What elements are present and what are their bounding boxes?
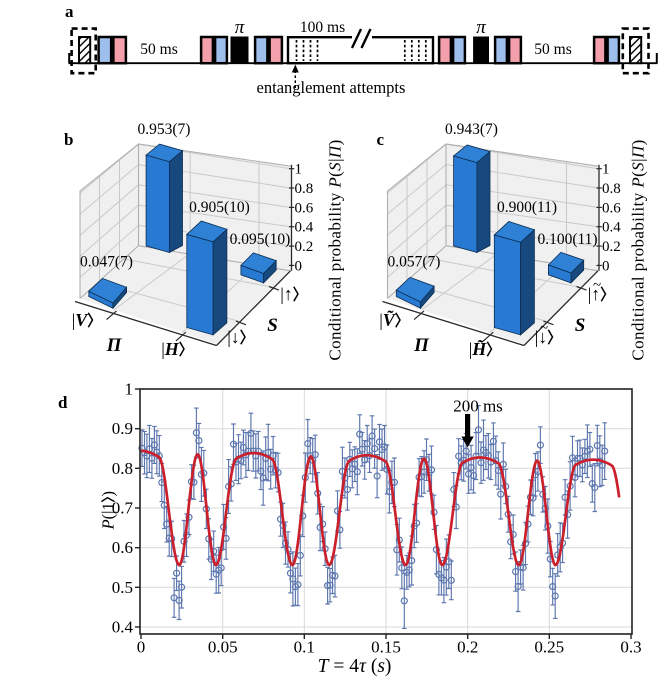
svg-text:0.8: 0.8 [602,181,621,197]
svg-text:0.2: 0.2 [295,239,314,255]
svg-text:Conditional probability P(S|Π): Conditional probability P(S|Π) [629,139,648,360]
svg-text:0.905(10): 0.905(10) [189,199,250,216]
svg-text:a: a [65,2,74,21]
svg-text:entanglement attempts: entanglement attempts [257,78,406,97]
svg-text:0: 0 [137,638,146,657]
svg-text:S: S [575,315,586,336]
svg-text:0.4: 0.4 [295,220,314,236]
svg-text:0.2: 0.2 [602,239,621,255]
svg-text:0.1: 0.1 [294,638,315,657]
svg-text:1: 1 [602,162,610,178]
svg-text:d: d [58,393,68,412]
svg-text:0.943(7): 0.943(7) [445,121,498,138]
svg-text:Π: Π [106,335,123,356]
svg-text:π: π [235,17,245,38]
svg-text:0.15: 0.15 [371,638,401,657]
svg-text:|↑: |↑ [280,284,293,304]
svg-text:): ) [99,491,118,497]
svg-text:0.095(10): 0.095(10) [230,231,291,248]
svg-text:1: 1 [125,380,134,399]
svg-text:~: ~ [540,321,548,337]
svg-text:0.100(11): 0.100(11) [537,231,597,248]
svg-text:b: b [64,130,73,149]
svg-text:|↓: |↓ [227,327,240,347]
svg-text:0.4: 0.4 [602,220,621,236]
svg-text:|↓: |↓ [535,327,548,347]
svg-text:0.047(7): 0.047(7) [80,254,133,271]
svg-text:0.5: 0.5 [112,578,133,597]
svg-text:0.25: 0.25 [534,638,564,657]
svg-text:P(|1: P(|1 [99,502,118,530]
svg-text:S: S [267,315,278,336]
svg-text:0.6: 0.6 [112,538,133,557]
svg-text:Π: Π [413,335,430,356]
svg-text:0.9: 0.9 [112,419,133,438]
svg-text:100 ms: 100 ms [300,19,345,36]
svg-text:0.900(11): 0.900(11) [497,199,557,216]
svg-text:0.057(7): 0.057(7) [388,254,441,271]
svg-text:|↑: |↑ [588,284,601,304]
svg-text:1: 1 [295,162,303,178]
svg-text:T = 4τ (s): T = 4τ (s) [318,656,392,677]
svg-text:0.6: 0.6 [602,200,621,216]
svg-text:0.953(7): 0.953(7) [138,121,191,138]
svg-text:0.2: 0.2 [457,638,478,657]
svg-text:|V: |V [72,310,90,330]
svg-text:|H̃: |H̃ [469,339,488,359]
svg-text:0.4: 0.4 [112,618,134,637]
svg-text:0.6: 0.6 [295,200,314,216]
svg-text:|H: |H [161,339,180,359]
svg-text:0.8: 0.8 [295,181,314,197]
svg-text:π: π [476,17,486,38]
svg-text:0: 0 [602,258,610,274]
svg-text:Conditional probability P(S|Π): Conditional probability P(S|Π) [326,139,345,360]
svg-text:c: c [377,130,385,149]
svg-text:0.3: 0.3 [620,638,641,657]
svg-text:0.7: 0.7 [112,499,134,518]
svg-text:200 ms: 200 ms [453,397,503,416]
svg-text:|Ṽ: |Ṽ [379,309,397,330]
svg-text:0.05: 0.05 [208,638,238,657]
svg-text:50 ms: 50 ms [534,41,571,58]
svg-text:0.8: 0.8 [112,459,133,478]
svg-text:0: 0 [295,258,303,274]
svg-text:50 ms: 50 ms [140,41,177,58]
svg-text:~: ~ [593,278,601,294]
